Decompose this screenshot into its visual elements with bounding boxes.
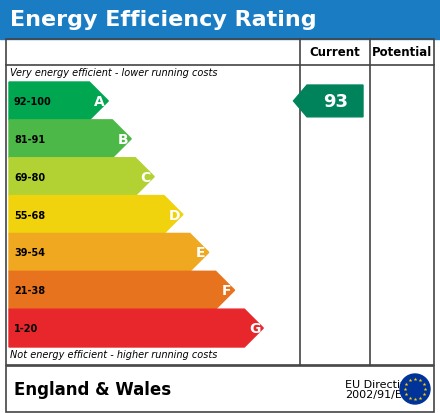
Text: 92-100: 92-100	[14, 97, 52, 107]
Text: E: E	[195, 246, 205, 260]
Polygon shape	[9, 121, 131, 158]
Polygon shape	[9, 83, 108, 121]
Text: Potential: Potential	[372, 46, 432, 59]
Text: Not energy efficient - higher running costs: Not energy efficient - higher running co…	[10, 349, 217, 359]
Text: Energy Efficiency Rating: Energy Efficiency Rating	[10, 10, 317, 30]
Polygon shape	[9, 272, 235, 309]
Text: B: B	[117, 133, 128, 147]
Polygon shape	[9, 234, 209, 272]
Text: 1-20: 1-20	[14, 323, 38, 333]
Text: 39-54: 39-54	[14, 248, 45, 258]
Polygon shape	[293, 86, 363, 118]
Text: EU Directive: EU Directive	[345, 379, 414, 389]
Text: England & Wales: England & Wales	[14, 380, 171, 398]
Polygon shape	[9, 309, 263, 347]
Text: 93: 93	[323, 93, 348, 111]
Text: F: F	[221, 284, 231, 297]
Text: 81-91: 81-91	[14, 135, 45, 145]
Bar	[6, 40, 434, 365]
Text: 55-68: 55-68	[14, 210, 45, 220]
Text: C: C	[140, 170, 151, 184]
Text: 2002/91/EC: 2002/91/EC	[345, 389, 410, 399]
Text: Very energy efficient - lower running costs: Very energy efficient - lower running co…	[10, 68, 217, 78]
Bar	[0, 0, 440, 40]
Text: Current: Current	[310, 46, 360, 59]
Text: A: A	[95, 95, 105, 109]
Polygon shape	[9, 196, 183, 234]
Text: G: G	[249, 321, 260, 335]
Text: D: D	[169, 208, 180, 222]
Circle shape	[400, 374, 430, 404]
Text: 21-38: 21-38	[14, 285, 45, 295]
Bar	[6, 366, 434, 412]
Text: 69-80: 69-80	[14, 172, 45, 182]
Polygon shape	[9, 158, 154, 196]
